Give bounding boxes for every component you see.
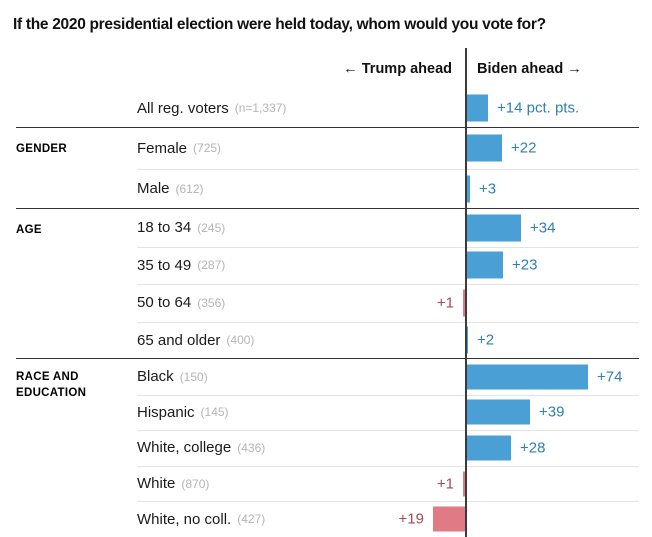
row-label: 18 to 34 xyxy=(137,219,192,237)
row-label: 50 to 64 xyxy=(137,294,192,312)
row-white-college: White, college (436) +28 xyxy=(0,430,652,466)
row-sample-size: (356) xyxy=(197,295,226,310)
section-all-voters: All reg. voters (n=1,337) +14 pct. pts. xyxy=(0,88,652,128)
row-sample-size: (245) xyxy=(197,220,226,235)
section-age: AGE 18 to 34 (245) +34 35 to 49 (287) +2… xyxy=(0,209,652,359)
row-label: White, no coll. xyxy=(137,510,232,528)
biden-ahead-label: Biden ahead → xyxy=(477,61,582,77)
value-label: +2 xyxy=(477,331,495,349)
value-label: +22 xyxy=(511,139,537,157)
row-label: White, college xyxy=(137,439,232,457)
value-label: +19 xyxy=(398,510,424,528)
section-label-gender: GENDER xyxy=(16,143,68,155)
row-sample-size: (287) xyxy=(197,258,226,273)
bar xyxy=(465,399,530,425)
trump-ahead-label: ← Trump ahead xyxy=(343,61,452,77)
row-sample-size: (400) xyxy=(226,333,255,348)
value-label: +23 xyxy=(512,256,538,274)
row-female: Female (725) +22 xyxy=(0,128,652,169)
value-label: +28 xyxy=(520,439,546,457)
section-label-race-education: RACE AND EDUCATION xyxy=(16,371,87,400)
left-arrow-icon: ← xyxy=(343,61,358,77)
row-label: 65 and older xyxy=(137,331,221,349)
bar xyxy=(465,326,468,354)
row-50-to-64: 50 to 64 (356) +1 xyxy=(0,284,652,322)
row-65-and-older: 65 and older (400) +2 xyxy=(0,321,652,360)
bar xyxy=(465,251,503,279)
value-label: +14 pct. pts. xyxy=(497,99,580,117)
bar xyxy=(465,214,521,242)
bar xyxy=(433,506,465,532)
row-sample-size: (870) xyxy=(181,476,210,491)
value-label: +1 xyxy=(436,475,454,493)
value-label: +3 xyxy=(479,180,497,198)
row-white: White (870) +1 xyxy=(0,465,652,502)
value-label: +74 xyxy=(597,368,623,386)
row-all-reg-voters: All reg. voters (n=1,337) +14 pct. pts. xyxy=(0,88,652,128)
row-sample-size: (n=1,337) xyxy=(234,101,287,115)
row-black: Black (150) +74 xyxy=(0,359,652,395)
row-label: 35 to 49 xyxy=(137,256,192,274)
row-sample-size: (725) xyxy=(193,141,222,156)
row-hispanic: Hispanic (145) +39 xyxy=(0,394,652,431)
row-sample-size: (427) xyxy=(237,512,266,527)
biden-ahead-text: Biden ahead xyxy=(477,61,564,77)
row-label: Black xyxy=(137,368,174,386)
bar xyxy=(465,435,511,461)
row-label: Hispanic xyxy=(137,403,195,421)
row-label: All reg. voters xyxy=(137,99,229,117)
trump-ahead-text: Trump ahead xyxy=(361,61,452,77)
row-label: White xyxy=(137,475,176,493)
row-white-no-coll: White, no coll. (427) +19 xyxy=(0,501,652,537)
chart-title: If the 2020 presidential election were h… xyxy=(13,16,546,33)
row-male: Male (612) +3 xyxy=(0,168,652,210)
bar xyxy=(463,471,465,497)
bar xyxy=(465,364,588,390)
section-gender: GENDER Female (725) +22 Male (612) +3 xyxy=(0,128,652,209)
zero-axis-line xyxy=(465,48,467,537)
row-sample-size: (612) xyxy=(175,181,204,196)
value-label: +1 xyxy=(436,294,454,312)
right-arrow-icon: → xyxy=(567,61,582,77)
bar xyxy=(463,289,465,317)
axis-header: ← Trump ahead Biden ahead → xyxy=(0,36,652,88)
row-sample-size: (145) xyxy=(200,405,229,420)
bar xyxy=(465,134,502,162)
row-label: Male xyxy=(137,180,170,198)
bar xyxy=(465,175,470,203)
value-label: +39 xyxy=(539,403,565,421)
row-sample-size: (150) xyxy=(179,369,208,384)
section-label-age: AGE xyxy=(16,224,42,236)
bar xyxy=(465,94,488,122)
row-label: Female xyxy=(137,139,188,157)
row-sample-size: (436) xyxy=(237,440,266,455)
row-35-to-49: 35 to 49 (287) +23 xyxy=(0,246,652,285)
value-label: +34 xyxy=(530,219,556,237)
row-18-to-34: 18 to 34 (245) +34 xyxy=(0,209,652,247)
section-race-education: RACE AND EDUCATION Black (150) +74 Hispa… xyxy=(0,359,652,537)
